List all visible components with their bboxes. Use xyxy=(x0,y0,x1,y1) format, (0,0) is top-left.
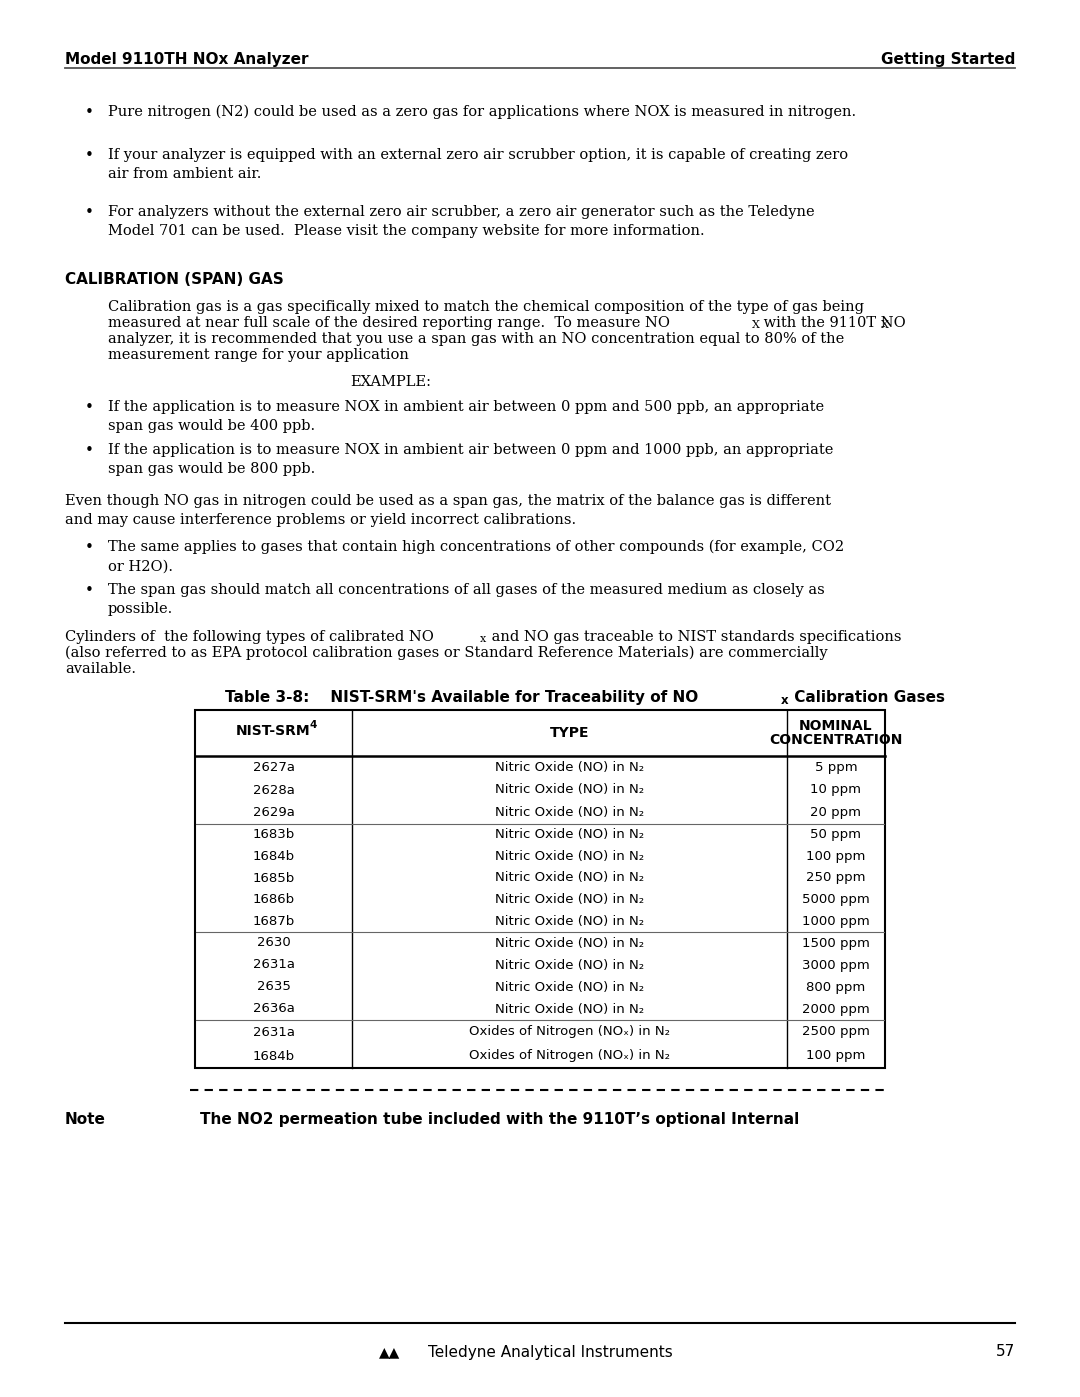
Text: 100 ppm: 100 ppm xyxy=(807,1049,866,1063)
Text: X: X xyxy=(881,320,889,330)
Text: If the application is to measure NOX in ambient air between 0 ppm and 500 ppb, a: If the application is to measure NOX in … xyxy=(108,400,824,433)
Text: Teledyne Analytical Instruments: Teledyne Analytical Instruments xyxy=(428,1344,673,1359)
Text: Nitric Oxide (NO) in N₂: Nitric Oxide (NO) in N₂ xyxy=(495,761,644,774)
Text: Getting Started: Getting Started xyxy=(880,52,1015,67)
Text: CONCENTRATION: CONCENTRATION xyxy=(769,733,903,747)
Text: •: • xyxy=(85,205,94,219)
Text: Nitric Oxide (NO) in N₂: Nitric Oxide (NO) in N₂ xyxy=(495,872,644,884)
Text: Calibration Gases: Calibration Gases xyxy=(789,690,945,705)
Text: Nitric Oxide (NO) in N₂: Nitric Oxide (NO) in N₂ xyxy=(495,1003,644,1016)
Text: If the application is to measure NOX in ambient air between 0 ppm and 1000 ppb, : If the application is to measure NOX in … xyxy=(108,443,834,476)
Text: NIST-SRM: NIST-SRM xyxy=(237,724,311,738)
Text: Nitric Oxide (NO) in N₂: Nitric Oxide (NO) in N₂ xyxy=(495,784,644,796)
Text: Nitric Oxide (NO) in N₂: Nitric Oxide (NO) in N₂ xyxy=(495,893,644,907)
Text: 1685b: 1685b xyxy=(253,872,295,884)
Text: 57: 57 xyxy=(996,1344,1015,1359)
Bar xyxy=(195,710,885,1067)
Text: 2628a: 2628a xyxy=(253,784,295,796)
Text: x: x xyxy=(480,634,486,644)
Text: X: X xyxy=(752,320,760,330)
Text: Nitric Oxide (NO) in N₂: Nitric Oxide (NO) in N₂ xyxy=(495,806,644,819)
Text: measurement range for your application: measurement range for your application xyxy=(108,348,409,362)
Text: 2631a: 2631a xyxy=(253,958,295,971)
Text: NOMINAL: NOMINAL xyxy=(799,719,873,733)
Text: 5000 ppm: 5000 ppm xyxy=(802,893,869,907)
Text: 2000 ppm: 2000 ppm xyxy=(802,1003,869,1016)
Text: 2630: 2630 xyxy=(257,936,291,950)
Text: •: • xyxy=(85,400,94,415)
Text: •: • xyxy=(85,541,94,555)
Text: 2629a: 2629a xyxy=(253,806,295,819)
Text: x: x xyxy=(781,694,788,707)
Text: EXAMPLE:: EXAMPLE: xyxy=(350,374,431,388)
Text: 1500 ppm: 1500 ppm xyxy=(802,936,869,950)
Text: ▲▲: ▲▲ xyxy=(379,1345,401,1359)
Text: Nitric Oxide (NO) in N₂: Nitric Oxide (NO) in N₂ xyxy=(495,849,644,863)
Text: CALIBRATION (SPAN) GAS: CALIBRATION (SPAN) GAS xyxy=(65,272,284,286)
Text: 2627a: 2627a xyxy=(253,761,295,774)
Text: The NO2 permeation tube included with the 9110T’s optional Internal: The NO2 permeation tube included with th… xyxy=(200,1112,799,1127)
Text: 250 ppm: 250 ppm xyxy=(807,872,866,884)
Text: Nitric Oxide (NO) in N₂: Nitric Oxide (NO) in N₂ xyxy=(495,915,644,928)
Text: 3000 ppm: 3000 ppm xyxy=(802,958,869,971)
Text: The same applies to gases that contain high concentrations of other compounds (f: The same applies to gases that contain h… xyxy=(108,541,845,573)
Text: analyzer, it is recommended that you use a span gas with an NO concentration equ: analyzer, it is recommended that you use… xyxy=(108,332,845,346)
Text: 800 ppm: 800 ppm xyxy=(807,981,866,993)
Text: 2500 ppm: 2500 ppm xyxy=(802,1025,869,1038)
Text: 1687b: 1687b xyxy=(253,915,295,928)
Text: (also referred to as EPA protocol calibration gases or Standard Reference Materi: (also referred to as EPA protocol calibr… xyxy=(65,645,827,661)
Text: Nitric Oxide (NO) in N₂: Nitric Oxide (NO) in N₂ xyxy=(495,828,644,841)
Text: 2631a: 2631a xyxy=(253,1025,295,1038)
Text: Nitric Oxide (NO) in N₂: Nitric Oxide (NO) in N₂ xyxy=(495,958,644,971)
Text: measured at near full scale of the desired reporting range.  To measure NO: measured at near full scale of the desir… xyxy=(108,316,670,330)
Text: with the 9110T NO: with the 9110T NO xyxy=(759,316,906,330)
Text: and NO gas traceable to NIST standards specifications: and NO gas traceable to NIST standards s… xyxy=(487,630,902,644)
Text: Table 3-8:    NIST-SRM's Available for Traceability of NO: Table 3-8: NIST-SRM's Available for Trac… xyxy=(225,690,699,705)
Text: 1684b: 1684b xyxy=(253,849,295,863)
Text: Oxides of Nitrogen (NOₓ) in N₂: Oxides of Nitrogen (NOₓ) in N₂ xyxy=(469,1049,670,1063)
Text: The span gas should match all concentrations of all gases of the measured medium: The span gas should match all concentrat… xyxy=(108,583,825,616)
Text: Note: Note xyxy=(65,1112,106,1127)
Text: 1000 ppm: 1000 ppm xyxy=(802,915,869,928)
Text: 2635: 2635 xyxy=(257,981,291,993)
Text: •: • xyxy=(85,148,94,163)
Text: 1683b: 1683b xyxy=(253,828,295,841)
Text: •: • xyxy=(85,105,94,120)
Text: 1686b: 1686b xyxy=(253,893,295,907)
Text: 100 ppm: 100 ppm xyxy=(807,849,866,863)
Text: TYPE: TYPE xyxy=(550,726,590,740)
Text: Cylinders of  the following types of calibrated NO: Cylinders of the following types of cali… xyxy=(65,630,434,644)
Text: Nitric Oxide (NO) in N₂: Nitric Oxide (NO) in N₂ xyxy=(495,981,644,993)
Text: •: • xyxy=(85,443,94,458)
Text: 5 ppm: 5 ppm xyxy=(814,761,858,774)
Text: Even though NO gas in nitrogen could be used as a span gas, the matrix of the ba: Even though NO gas in nitrogen could be … xyxy=(65,495,831,527)
Text: •: • xyxy=(85,583,94,598)
Text: 4: 4 xyxy=(310,719,316,731)
Text: 50 ppm: 50 ppm xyxy=(810,828,862,841)
Text: If your analyzer is equipped with an external zero air scrubber option, it is ca: If your analyzer is equipped with an ext… xyxy=(108,148,848,182)
Text: 20 ppm: 20 ppm xyxy=(810,806,862,819)
Text: available.: available. xyxy=(65,662,136,676)
Text: Pure nitrogen (N2) could be used as a zero gas for applications where NOX is mea: Pure nitrogen (N2) could be used as a ze… xyxy=(108,105,856,119)
Text: Nitric Oxide (NO) in N₂: Nitric Oxide (NO) in N₂ xyxy=(495,936,644,950)
Text: 10 ppm: 10 ppm xyxy=(810,784,862,796)
Text: Oxides of Nitrogen (NOₓ) in N₂: Oxides of Nitrogen (NOₓ) in N₂ xyxy=(469,1025,670,1038)
Text: Calibration gas is a gas specifically mixed to match the chemical composition of: Calibration gas is a gas specifically mi… xyxy=(108,300,864,314)
Text: 1684b: 1684b xyxy=(253,1049,295,1063)
Text: For analyzers without the external zero air scrubber, a zero air generator such : For analyzers without the external zero … xyxy=(108,205,814,237)
Text: 2636a: 2636a xyxy=(253,1003,295,1016)
Text: Model 9110TH NOx Analyzer: Model 9110TH NOx Analyzer xyxy=(65,52,309,67)
